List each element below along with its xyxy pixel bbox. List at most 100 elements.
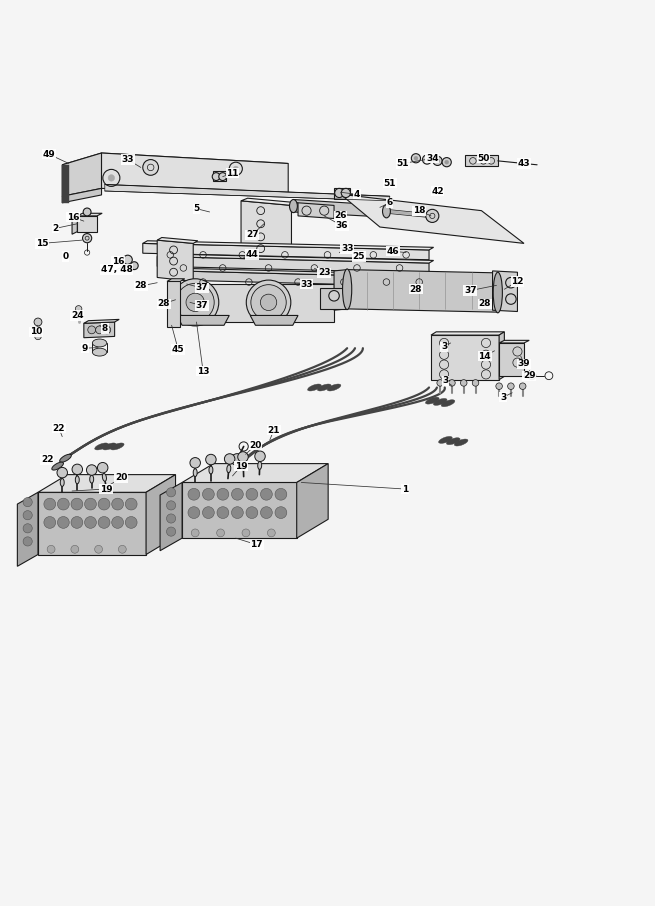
Text: 20: 20 <box>115 474 127 482</box>
Ellipse shape <box>90 476 94 483</box>
Text: 28: 28 <box>134 282 147 291</box>
Polygon shape <box>499 341 529 343</box>
Circle shape <box>275 506 287 518</box>
Circle shape <box>71 498 83 510</box>
Circle shape <box>98 516 110 528</box>
Text: 4: 4 <box>354 189 360 198</box>
Ellipse shape <box>60 478 64 487</box>
Polygon shape <box>62 188 102 203</box>
Text: 21: 21 <box>267 426 280 435</box>
Circle shape <box>112 516 124 528</box>
Polygon shape <box>167 279 185 282</box>
Text: 15: 15 <box>35 239 48 248</box>
Text: 51: 51 <box>396 159 409 168</box>
Circle shape <box>96 326 103 333</box>
Circle shape <box>166 514 176 523</box>
Ellipse shape <box>172 279 219 326</box>
Ellipse shape <box>290 199 297 213</box>
Circle shape <box>246 506 258 518</box>
Polygon shape <box>143 244 429 260</box>
Circle shape <box>425 158 429 161</box>
Text: 23: 23 <box>318 268 331 277</box>
Polygon shape <box>250 315 298 325</box>
Circle shape <box>255 451 265 461</box>
Ellipse shape <box>257 461 261 469</box>
Ellipse shape <box>60 454 71 462</box>
Circle shape <box>233 166 238 171</box>
Ellipse shape <box>328 384 341 391</box>
Text: 13: 13 <box>196 367 210 376</box>
Circle shape <box>442 158 451 167</box>
Text: 42: 42 <box>431 187 444 196</box>
Text: 51: 51 <box>383 178 396 188</box>
Circle shape <box>246 488 258 500</box>
Text: 5: 5 <box>193 204 200 213</box>
Ellipse shape <box>308 384 321 391</box>
Ellipse shape <box>246 280 291 324</box>
Polygon shape <box>77 216 97 232</box>
Circle shape <box>188 488 200 500</box>
Text: 29: 29 <box>523 371 536 381</box>
Ellipse shape <box>241 463 245 471</box>
Text: 22: 22 <box>41 455 54 464</box>
Ellipse shape <box>75 476 79 484</box>
Text: 50: 50 <box>477 154 489 163</box>
Circle shape <box>506 294 516 304</box>
Circle shape <box>261 506 272 518</box>
Text: 44: 44 <box>246 250 259 259</box>
Circle shape <box>261 488 272 500</box>
Circle shape <box>125 516 137 528</box>
Circle shape <box>58 516 69 528</box>
Polygon shape <box>62 153 102 197</box>
Text: 28: 28 <box>478 299 491 308</box>
Circle shape <box>98 498 110 510</box>
Text: 16: 16 <box>67 213 80 222</box>
Polygon shape <box>499 332 504 380</box>
Ellipse shape <box>343 269 352 310</box>
Circle shape <box>275 488 287 500</box>
Circle shape <box>426 209 439 223</box>
Circle shape <box>202 488 214 500</box>
Polygon shape <box>38 492 146 554</box>
Polygon shape <box>105 185 390 201</box>
Text: 47, 48: 47, 48 <box>101 265 132 275</box>
Circle shape <box>44 498 56 510</box>
Polygon shape <box>102 153 288 196</box>
Text: 17: 17 <box>250 540 263 549</box>
Circle shape <box>75 305 82 313</box>
Circle shape <box>71 516 83 528</box>
Polygon shape <box>72 216 77 235</box>
Circle shape <box>86 465 97 476</box>
Circle shape <box>231 454 243 466</box>
Circle shape <box>84 516 96 528</box>
Circle shape <box>72 464 83 475</box>
Circle shape <box>23 497 32 506</box>
Ellipse shape <box>95 443 108 450</box>
Ellipse shape <box>447 438 460 445</box>
Polygon shape <box>84 320 119 323</box>
Ellipse shape <box>102 474 107 481</box>
Text: 3: 3 <box>441 342 447 352</box>
Circle shape <box>411 154 421 163</box>
Text: 46: 46 <box>386 246 400 255</box>
Circle shape <box>71 545 79 554</box>
Polygon shape <box>341 194 524 244</box>
Text: 19: 19 <box>234 461 248 470</box>
Text: 37: 37 <box>195 301 208 310</box>
Polygon shape <box>297 464 328 538</box>
Ellipse shape <box>455 439 468 446</box>
Circle shape <box>267 529 275 537</box>
Text: 8: 8 <box>102 324 108 333</box>
Text: 18: 18 <box>413 207 426 215</box>
Circle shape <box>98 462 108 473</box>
Polygon shape <box>320 288 347 309</box>
Circle shape <box>414 156 418 160</box>
Text: 2: 2 <box>52 224 59 233</box>
Circle shape <box>23 537 32 546</box>
Circle shape <box>103 326 111 333</box>
Text: 26: 26 <box>334 211 347 220</box>
Text: 45: 45 <box>172 345 185 354</box>
Text: 28: 28 <box>409 284 422 294</box>
Text: 33: 33 <box>121 155 134 164</box>
Text: 39: 39 <box>517 360 531 369</box>
